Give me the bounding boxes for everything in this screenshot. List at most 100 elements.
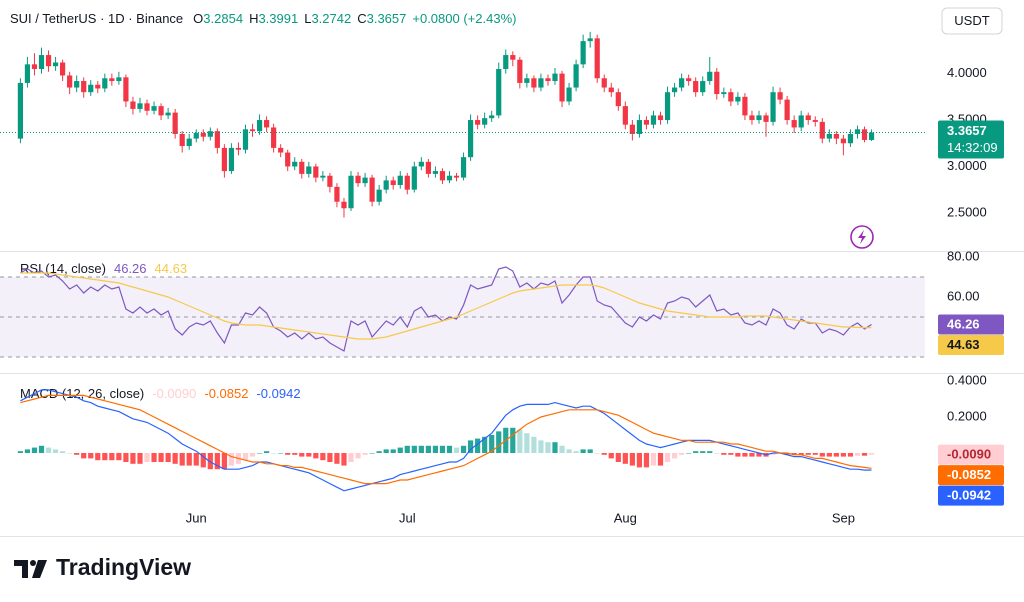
candle-body: [179, 133, 185, 147]
candle-body: [341, 201, 347, 209]
candle-body: [510, 55, 516, 60]
candle-body: [629, 124, 635, 134]
histogram-bar: [369, 452, 375, 454]
histogram-bar: [622, 452, 628, 464]
candle-body: [355, 175, 361, 184]
candle-body: [60, 62, 66, 76]
indicator-value: -0.0942: [256, 386, 300, 401]
currency-button[interactable]: [941, 7, 1003, 35]
histogram-bar: [657, 452, 664, 466]
candle-body: [186, 138, 192, 147]
alert-icon-bolt[interactable]: [858, 230, 866, 244]
candle-body: [102, 78, 108, 89]
candle-body: [861, 129, 868, 140]
histogram-bar: [671, 452, 678, 459]
histogram-bar: [278, 452, 284, 454]
histogram-bar: [102, 452, 108, 461]
candle-body: [24, 64, 31, 83]
indicator-line: [20, 394, 872, 485]
candle-body: [263, 120, 270, 128]
candle-body: [271, 127, 277, 148]
histogram-bar: [601, 452, 607, 455]
candle-body: [693, 81, 699, 93]
candle-body: [587, 38, 593, 42]
candle-body: [390, 180, 396, 186]
candle-body: [531, 78, 537, 88]
alert-icon[interactable]: [850, 225, 874, 249]
histogram-bar: [524, 433, 530, 453]
candle-body: [369, 177, 375, 202]
indicator-title: MACD (12, 26, close): [20, 386, 144, 401]
candle-body: [31, 64, 38, 69]
price-label-box: [938, 120, 1004, 159]
histogram-bar: [538, 440, 544, 453]
histogram-bar: [791, 452, 797, 455]
candle-body: [686, 78, 692, 82]
histogram-bar: [559, 445, 565, 453]
candle-body: [664, 92, 671, 121]
histogram-bar: [770, 452, 776, 455]
candle-body: [721, 92, 727, 95]
candle-body: [559, 73, 565, 102]
ohlc-value: 3.2854: [203, 11, 243, 26]
candle-body: [482, 118, 488, 125]
candle-body: [833, 133, 839, 139]
value-label-box: [938, 334, 1004, 355]
candle-body: [137, 103, 143, 109]
logo-text[interactable]: TradingView: [56, 554, 191, 580]
histogram-bar: [566, 449, 572, 453]
histogram-bar: [200, 452, 206, 468]
candle-body: [109, 78, 115, 82]
histogram-bar: [24, 449, 31, 453]
histogram-bar: [573, 451, 579, 453]
histogram-bar: [693, 451, 699, 453]
alert-icon-ring[interactable]: [850, 225, 874, 249]
candle-body: [207, 131, 213, 137]
candle-body: [88, 84, 94, 93]
ohlc-key: L: [304, 11, 311, 26]
histogram-bar: [805, 452, 811, 455]
histogram-bar: [186, 452, 192, 466]
y-tick-label: 2.5000: [947, 204, 987, 219]
logo[interactable]: TradingView: [14, 554, 191, 580]
candle-body: [503, 55, 509, 69]
candle-body: [622, 106, 628, 125]
histogram-bar: [418, 445, 424, 453]
histogram-bar: [38, 445, 45, 453]
histogram-bar: [545, 442, 551, 453]
histogram-bar: [355, 452, 361, 459]
histogram-bar: [608, 452, 614, 459]
countdown-label: 14:32:09: [947, 140, 998, 155]
histogram-bar: [341, 452, 347, 466]
histogram-bar: [664, 452, 671, 462]
histogram-bar: [510, 427, 516, 453]
histogram-bar: [679, 452, 685, 455]
currency-label[interactable]: USDT: [954, 13, 989, 28]
histogram-bar: [228, 452, 235, 466]
candle-body: [404, 175, 410, 190]
candle-body: [214, 131, 220, 148]
logo-mark[interactable]: [32, 560, 47, 578]
x-tick-label: Jun: [186, 510, 207, 525]
logo-mark[interactable]: [14, 560, 28, 578]
histogram-bar: [812, 452, 818, 455]
histogram-bar: [130, 452, 136, 464]
candle-body: [256, 120, 263, 132]
candle-body: [74, 81, 80, 88]
candle-body: [580, 41, 586, 65]
candle-body: [608, 87, 614, 93]
histogram-bar: [482, 436, 488, 453]
histogram-bar: [137, 452, 143, 464]
candle-body: [432, 171, 439, 174]
histogram-bar: [376, 451, 382, 453]
candle-body: [334, 186, 340, 202]
value-label-box: [938, 314, 1004, 335]
candle-body: [854, 129, 861, 134]
logo-mark[interactable]: [30, 560, 36, 566]
candle-body: [376, 189, 382, 202]
candle-body: [798, 115, 804, 128]
candle-body: [116, 77, 122, 82]
candle-body: [81, 81, 87, 93]
candle-body: [397, 175, 403, 186]
